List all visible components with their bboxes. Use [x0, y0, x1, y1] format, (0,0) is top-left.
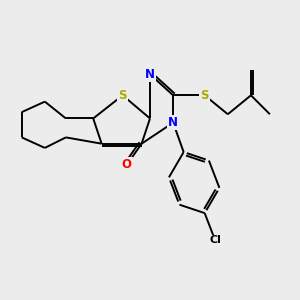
Text: O: O — [122, 158, 132, 171]
Text: N: N — [145, 68, 155, 81]
Text: Cl: Cl — [209, 236, 221, 245]
Text: N: N — [168, 116, 178, 129]
Text: S: S — [200, 89, 209, 102]
Text: S: S — [118, 89, 127, 102]
